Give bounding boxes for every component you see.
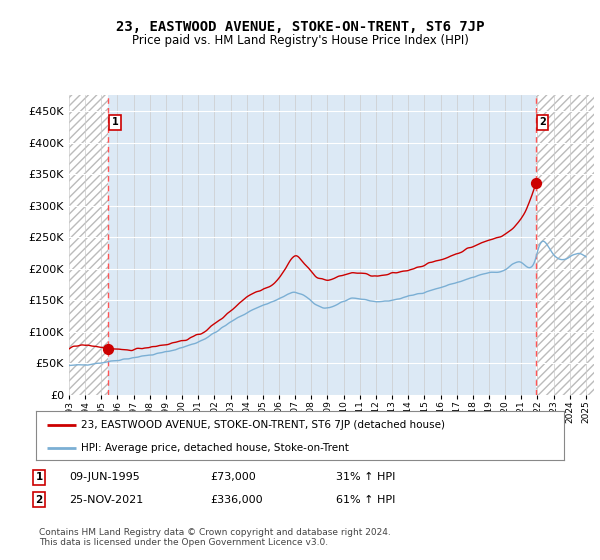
Point <box>104 344 113 353</box>
Bar <box>69 95 109 395</box>
Bar <box>536 95 594 395</box>
Text: 2: 2 <box>539 117 546 127</box>
Text: 09-JUN-1995: 09-JUN-1995 <box>69 472 140 482</box>
Text: 23, EASTWOOD AVENUE, STOKE-ON-TRENT, ST6 7JP (detached house): 23, EASTWOOD AVENUE, STOKE-ON-TRENT, ST6… <box>81 420 445 430</box>
Text: Price paid vs. HM Land Registry's House Price Index (HPI): Price paid vs. HM Land Registry's House … <box>131 34 469 46</box>
Text: 1: 1 <box>35 472 43 482</box>
Text: 1: 1 <box>112 117 118 127</box>
Bar <box>536 95 594 395</box>
Text: HPI: Average price, detached house, Stoke-on-Trent: HPI: Average price, detached house, Stok… <box>81 443 349 453</box>
Point <box>531 179 541 188</box>
Bar <box>69 95 109 395</box>
Text: 25-NOV-2021: 25-NOV-2021 <box>69 494 143 505</box>
Text: 23, EASTWOOD AVENUE, STOKE-ON-TRENT, ST6 7JP: 23, EASTWOOD AVENUE, STOKE-ON-TRENT, ST6… <box>116 20 484 34</box>
Text: Contains HM Land Registry data © Crown copyright and database right 2024.
This d: Contains HM Land Registry data © Crown c… <box>39 528 391 547</box>
Text: £73,000: £73,000 <box>210 472 256 482</box>
Text: 61% ↑ HPI: 61% ↑ HPI <box>336 494 395 505</box>
Text: 31% ↑ HPI: 31% ↑ HPI <box>336 472 395 482</box>
Text: £336,000: £336,000 <box>210 494 263 505</box>
Text: 2: 2 <box>35 494 43 505</box>
